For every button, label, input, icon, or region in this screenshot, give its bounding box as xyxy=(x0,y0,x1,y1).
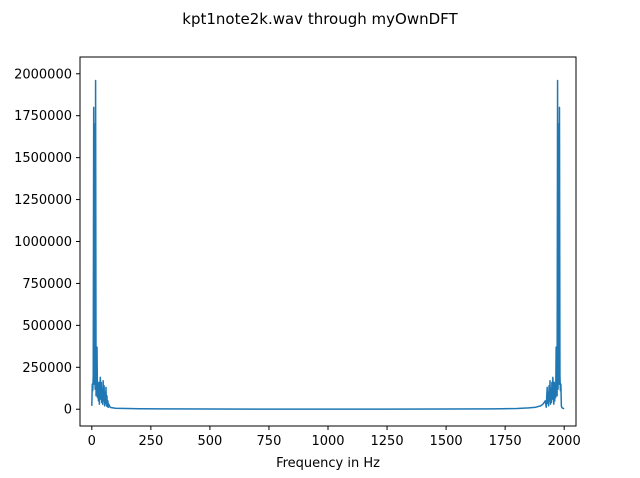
y-tick-label: 1500000 xyxy=(14,151,72,166)
x-tick-label: 1000 xyxy=(311,434,344,449)
y-tick-label: 1250000 xyxy=(14,193,72,208)
x-tick-label: 0 xyxy=(88,434,96,449)
series-line-0 xyxy=(91,79,565,410)
x-tick-label: 250 xyxy=(138,434,163,449)
y-tick-label: 2000000 xyxy=(14,67,72,82)
x-tick-label: 1500 xyxy=(430,434,463,449)
series-layer xyxy=(91,79,565,410)
y-axis: 0 250000 500000 750000 1000000 1250000 1500000… xyxy=(14,67,80,418)
x-tick-label: 1750 xyxy=(489,434,522,449)
y-tick-label: 500000 xyxy=(22,319,72,334)
plot-frame xyxy=(79,56,577,427)
x-tick-label: 1250 xyxy=(371,434,404,449)
x-tick-label: 500 xyxy=(197,434,222,449)
x-axis: 0 250 500 750 1000 1250 1500 1750 2000 xyxy=(88,426,581,449)
x-tick-label: 750 xyxy=(257,434,282,449)
y-tick-label: 750000 xyxy=(22,277,72,292)
x-tick-label: 2000 xyxy=(548,434,581,449)
y-tick-label: 250000 xyxy=(22,361,72,376)
y-tick-label: 0 xyxy=(64,403,72,418)
y-tick-label: 1750000 xyxy=(14,109,72,124)
x-axis-label: Frequency in Hz xyxy=(276,456,380,471)
chart-title: kpt1note2k.wav through myOwnDFT xyxy=(182,10,458,28)
y-tick-label: 1000000 xyxy=(14,235,72,250)
